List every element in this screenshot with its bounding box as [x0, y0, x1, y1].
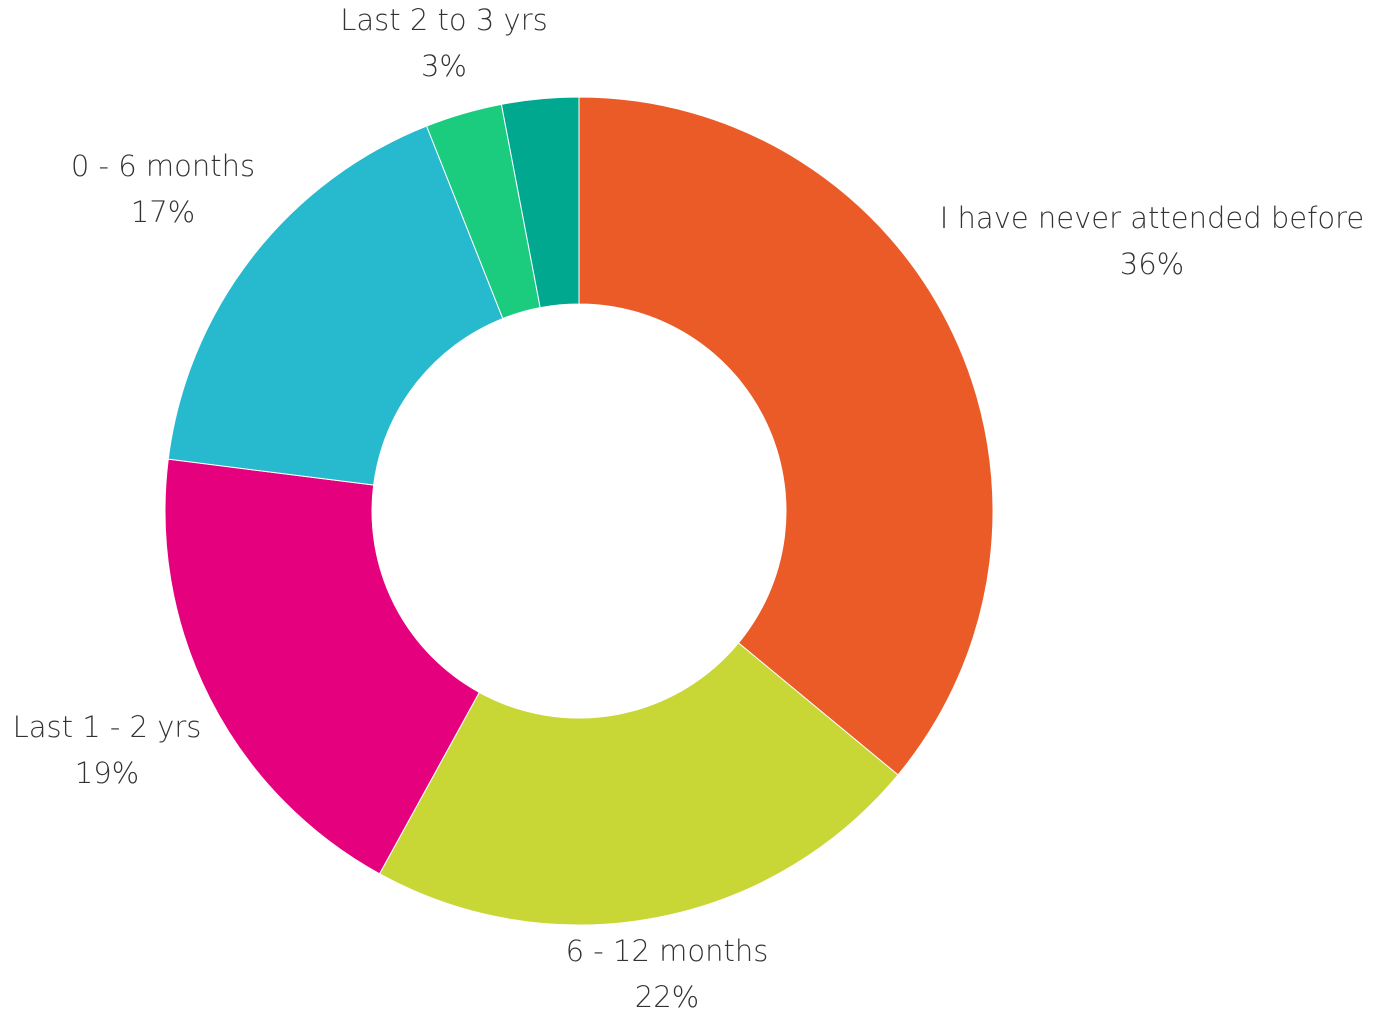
- donut-segment: [500, 96, 580, 309]
- donut-segment: [578, 96, 994, 776]
- donut-segment: [378, 642, 899, 926]
- value-label: 36%: [1120, 247, 1184, 281]
- donut-segment: [164, 458, 480, 875]
- value-label: 3%: [421, 49, 467, 83]
- segment-label: I have never attended before: [940, 201, 1364, 235]
- value-label: 17%: [131, 195, 195, 229]
- segment-label: Last 2 to 3 yrs: [340, 3, 548, 37]
- value-label: 22%: [635, 980, 699, 1013]
- value-label: 19%: [75, 756, 139, 790]
- segment-label: 0 - 6 months: [71, 149, 255, 183]
- segment-label: 6 - 12 months: [566, 934, 769, 968]
- segment-label: Last 1 - 2 yrs: [13, 710, 202, 744]
- donut-segment: [167, 125, 504, 486]
